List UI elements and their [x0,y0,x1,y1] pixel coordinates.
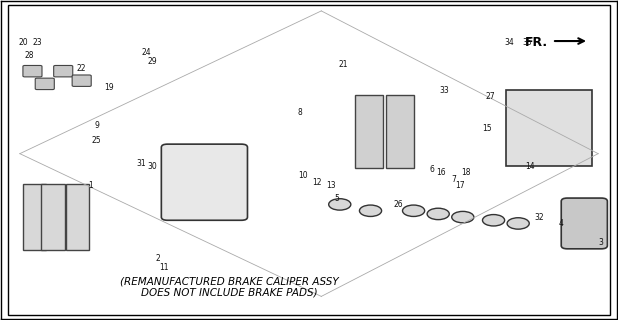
Circle shape [329,199,351,210]
FancyBboxPatch shape [7,4,611,316]
Text: 26: 26 [394,200,403,209]
Text: 1: 1 [88,181,93,190]
Text: (REMANUFACTURED BRAKE CALIPER ASSY
DOES NOT INCLUDE BRAKE PADS): (REMANUFACTURED BRAKE CALIPER ASSY DOES … [120,276,339,298]
FancyBboxPatch shape [54,66,73,77]
Text: 19: 19 [104,83,114,92]
Circle shape [360,205,381,216]
Text: FR.: FR. [525,36,548,49]
Text: 33: 33 [439,86,449,95]
Text: 23: 23 [32,38,42,47]
FancyBboxPatch shape [386,95,413,168]
Text: 18: 18 [461,168,471,177]
Text: 6: 6 [430,165,434,174]
Text: 2: 2 [156,254,161,263]
Text: 16: 16 [436,168,446,177]
Text: 4: 4 [559,219,564,228]
Text: 29: 29 [147,57,157,66]
Text: 28: 28 [24,51,34,60]
Text: 13: 13 [326,181,336,190]
Text: 14: 14 [526,162,535,171]
FancyBboxPatch shape [66,184,90,251]
Text: 34: 34 [504,38,514,47]
Text: 25: 25 [92,136,101,146]
Text: 8: 8 [297,108,302,117]
Text: 20: 20 [18,38,28,47]
Text: 12: 12 [312,178,322,187]
Circle shape [427,208,449,220]
Text: 24: 24 [141,48,151,57]
Text: 15: 15 [483,124,492,133]
Text: 22: 22 [77,63,86,73]
FancyBboxPatch shape [23,184,46,251]
Text: 21: 21 [338,60,347,69]
Polygon shape [506,90,592,166]
Circle shape [507,218,529,229]
Text: 5: 5 [334,194,339,203]
Text: 11: 11 [159,263,169,272]
Circle shape [452,212,474,223]
Circle shape [402,205,425,216]
FancyBboxPatch shape [355,95,383,168]
Text: 10: 10 [298,172,308,180]
FancyBboxPatch shape [561,198,607,249]
Text: 27: 27 [486,92,495,101]
Text: 9: 9 [95,121,99,130]
Text: 31: 31 [137,159,146,168]
Text: 7: 7 [451,174,456,184]
Text: 3: 3 [599,238,604,247]
Text: 32: 32 [535,212,544,222]
Circle shape [483,215,505,226]
Text: 35: 35 [523,38,532,47]
FancyBboxPatch shape [72,75,91,86]
FancyBboxPatch shape [23,66,42,77]
FancyBboxPatch shape [161,144,247,220]
FancyBboxPatch shape [41,184,65,251]
FancyBboxPatch shape [35,78,54,90]
Text: 17: 17 [455,181,465,190]
Text: 30: 30 [147,162,157,171]
